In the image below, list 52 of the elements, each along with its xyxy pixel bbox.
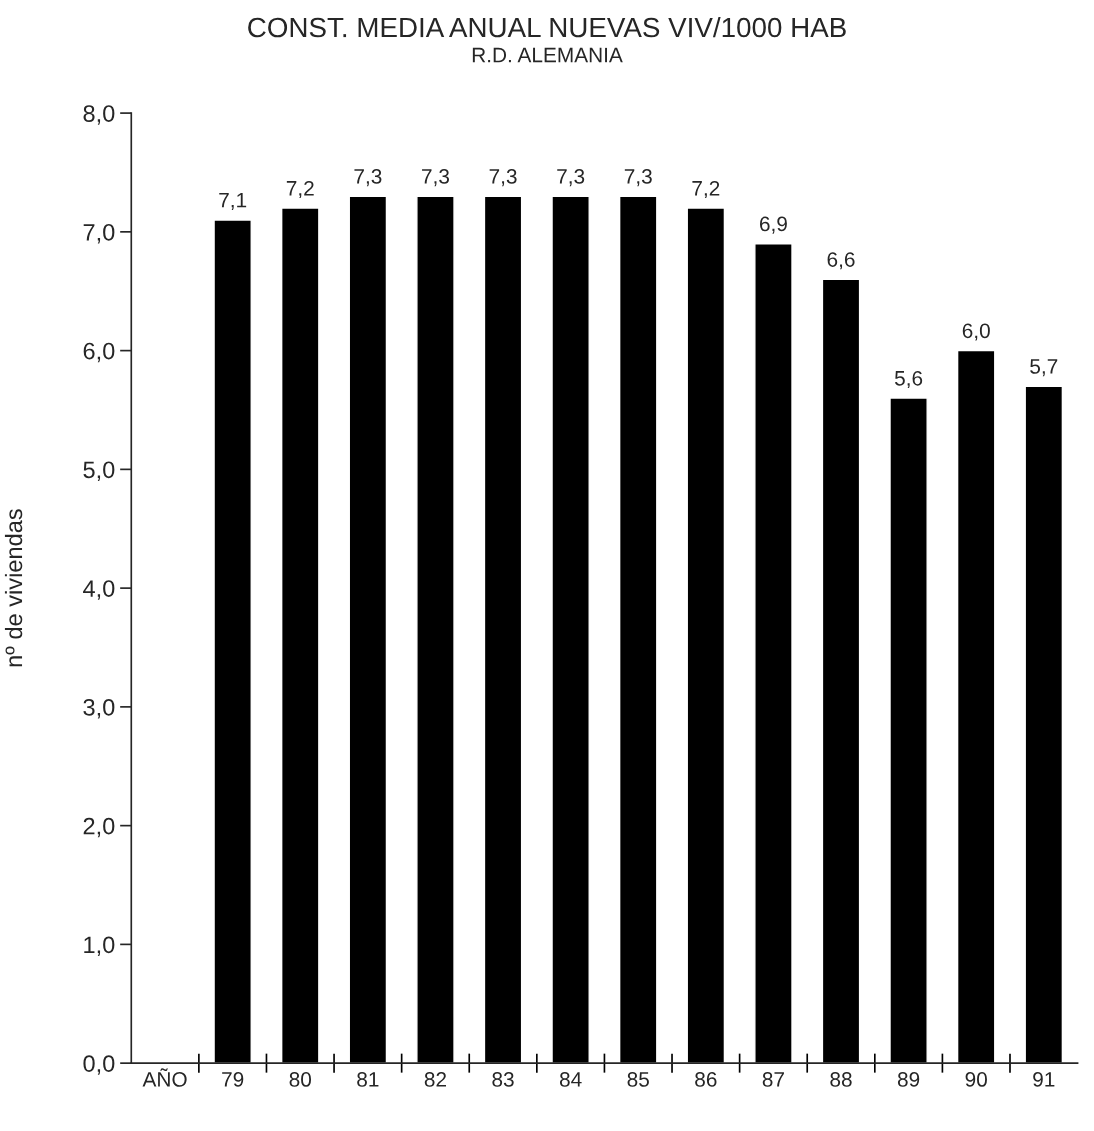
bar (213, 219, 252, 1064)
y-tick-label: 4,0 (83, 580, 115, 600)
bar (416, 195, 455, 1064)
x-tick-label: 85 (627, 1072, 649, 1087)
bar (280, 207, 320, 1064)
bar (754, 243, 793, 1064)
x-tick-label: 89 (897, 1072, 920, 1087)
bar (956, 349, 996, 1064)
data-label: 6,6 (827, 252, 855, 270)
bar (483, 195, 523, 1064)
x-tick-label: 91 (1033, 1072, 1055, 1087)
data-label: 7,3 (489, 169, 517, 187)
y-tick-label: 6,0 (83, 342, 115, 363)
y-axis-title: nº de viviendas (4, 509, 23, 667)
data-label: 5,6 (894, 370, 923, 389)
data-label: 7,2 (692, 180, 720, 199)
y-tick-label: 5,0 (83, 461, 115, 481)
x-tick-label: 86 (695, 1072, 717, 1087)
x-tick-label: 87 (762, 1072, 784, 1087)
x-tick-label: 80 (289, 1072, 312, 1087)
data-label: 5,7 (1030, 359, 1058, 377)
bar (821, 278, 861, 1064)
x-tick-label: 82 (424, 1072, 446, 1087)
x-tick-label: AÑO (142, 1068, 187, 1087)
y-tick-label: 2,0 (83, 817, 115, 838)
x-tick-label: 84 (559, 1072, 582, 1087)
bar (686, 207, 726, 1064)
chart-subtitle: R.D. ALEMANIA (472, 47, 623, 63)
x-tick-label: 79 (222, 1072, 244, 1087)
chart-title: CONST. MEDIA ANUAL NUEVAS VIV/1000 HAB (248, 16, 846, 38)
data-label: 7,3 (624, 169, 652, 187)
data-label: 7,3 (354, 169, 382, 187)
x-tick-label: 88 (830, 1072, 852, 1087)
x-tick-label: 90 (965, 1072, 987, 1087)
data-label: 7,2 (286, 180, 314, 199)
data-label: 7,3 (557, 169, 585, 187)
data-label: 7,1 (219, 192, 247, 210)
bar (618, 195, 658, 1064)
bar (1024, 385, 1064, 1064)
y-tick-label: 1,0 (84, 936, 115, 956)
y-tick-label: 0,0 (83, 1055, 115, 1075)
bar (889, 397, 928, 1064)
bar (551, 195, 590, 1064)
data-label: 7,3 (422, 169, 450, 187)
data-label: 6,9 (760, 216, 787, 234)
bar (348, 195, 388, 1064)
x-tick-label: 83 (492, 1072, 514, 1087)
x-tick-label: 81 (357, 1072, 379, 1087)
y-tick-label: 3,0 (83, 698, 115, 719)
y-tick-label: 8,0 (83, 105, 115, 125)
data-label: 6,0 (962, 323, 990, 341)
y-tick-label: 7,0 (83, 223, 115, 244)
